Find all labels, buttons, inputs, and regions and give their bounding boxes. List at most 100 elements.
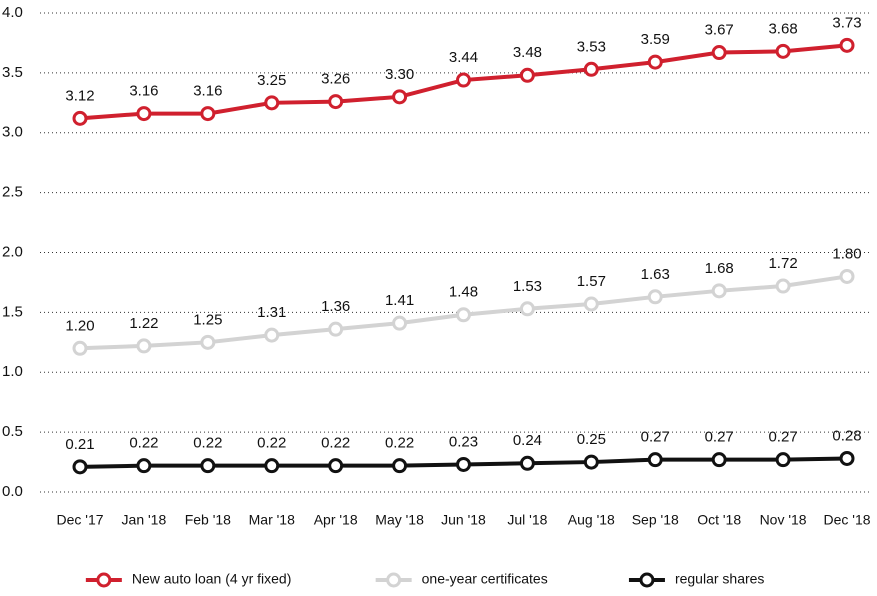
data-point [775,278,791,294]
data-label: 0.22 [129,435,158,452]
data-label: 1.31 [257,304,286,321]
data-point [72,459,88,475]
data-point [456,456,471,472]
data-label: 3.16 [193,83,222,100]
data-point [200,106,216,122]
data-point [647,289,663,305]
x-tick-label: Jun '18 [441,512,486,528]
legend-label: regular shares [675,571,765,587]
data-label: 0.21 [65,436,94,453]
y-tick-label: 3.0 [2,124,23,141]
data-label: 3.67 [705,21,734,38]
data-label: 1.48 [449,284,478,301]
data-point [136,106,152,122]
data-point [519,455,535,471]
data-point [519,301,535,317]
data-label: 3.26 [321,71,350,88]
data-point [839,37,855,53]
data-label: 3.12 [65,87,94,104]
data-label: 1.22 [129,315,158,332]
data-label: 3.59 [641,31,670,48]
x-tick-label: Apr '18 [314,512,358,528]
x-tick-label: Oct '18 [697,512,741,528]
data-point [392,458,408,474]
data-label: 3.68 [768,20,797,37]
x-tick-label: Dec '18 [823,512,870,528]
data-point [519,67,535,83]
data-label: 1.25 [193,311,222,328]
data-label: 0.27 [705,429,734,446]
data-label: 0.28 [832,427,861,444]
data-point [775,43,791,59]
x-tick-label: Aug '18 [568,512,615,528]
y-tick-label: 0.0 [2,483,23,500]
data-point [711,452,727,468]
y-tick-label: 4.0 [2,4,23,21]
data-point [583,454,599,470]
data-label: 0.22 [193,435,222,452]
data-label: 1.63 [641,266,670,283]
data-label: 3.44 [449,49,478,66]
data-point [775,452,791,468]
y-tick-label: 1.5 [2,303,23,320]
data-point [264,95,280,111]
data-label: 0.22 [321,435,350,452]
legend-marker [386,572,402,588]
data-point [200,458,216,474]
data-point [392,89,408,105]
legend-marker [639,572,655,588]
data-point [839,450,855,466]
data-point [72,340,88,356]
data-point [136,338,152,354]
x-tick-label: Nov '18 [760,512,807,528]
data-label: 1.68 [705,260,734,277]
data-point [72,110,88,126]
data-label: 0.22 [257,435,286,452]
data-point [647,54,663,70]
data-point [200,334,216,350]
data-point [583,296,599,312]
data-point [328,94,344,110]
data-point [392,315,408,331]
data-point [264,458,280,474]
data-label: 1.20 [65,317,94,334]
y-tick-label: 2.0 [2,243,23,260]
y-tick-label: 2.5 [2,184,23,201]
data-point [583,61,599,77]
data-point [711,45,727,61]
x-tick-label: Feb '18 [185,512,231,528]
data-point [328,321,344,337]
data-point [647,452,663,468]
data-label: 1.72 [768,255,797,272]
data-point [328,458,344,474]
data-label: 0.25 [577,431,606,448]
data-point [136,458,152,474]
data-label: 0.23 [449,433,478,450]
data-label: 1.41 [385,292,414,309]
legend-label: one-year certificates [422,571,548,587]
data-label: 3.53 [577,38,606,55]
x-tick-label: Jul '18 [507,512,547,528]
y-tick-label: 0.5 [2,423,23,440]
data-label: 3.73 [832,14,861,31]
legend-marker [96,572,112,588]
x-tick-label: Dec '17 [56,512,103,528]
y-tick-label: 1.0 [2,363,23,380]
data-label: 1.36 [321,298,350,315]
data-point [839,268,855,284]
x-tick-label: Mar '18 [249,512,295,528]
data-label: 3.16 [129,83,158,100]
data-label: 3.30 [385,66,414,83]
data-point [456,307,471,323]
y-tick-label: 3.5 [2,64,23,81]
data-label: 1.57 [577,273,606,290]
data-label: 0.22 [385,435,414,452]
data-point [264,327,280,343]
data-label: 3.25 [257,72,286,89]
data-label: 0.24 [513,432,542,449]
data-label: 3.48 [513,44,542,61]
data-label: 1.53 [513,278,542,295]
data-label: 0.27 [641,429,670,446]
x-tick-label: Jan '18 [122,512,167,528]
